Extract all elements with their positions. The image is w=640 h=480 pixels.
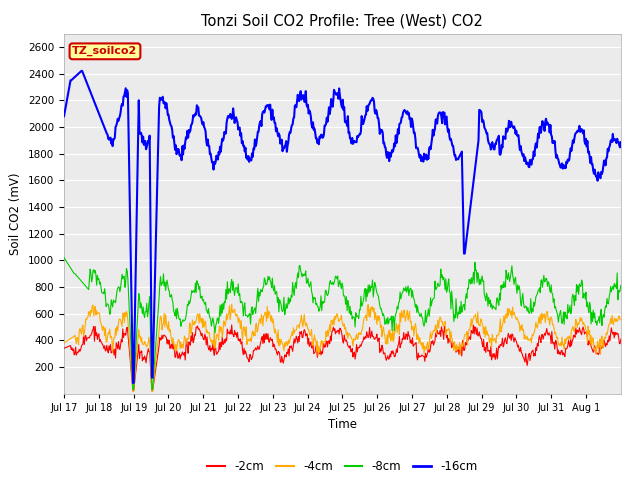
Text: TZ_soilco2: TZ_soilco2 bbox=[72, 46, 138, 57]
Legend: -2cm, -4cm, -8cm, -16cm: -2cm, -4cm, -8cm, -16cm bbox=[202, 455, 483, 478]
Y-axis label: Soil CO2 (mV): Soil CO2 (mV) bbox=[10, 172, 22, 255]
X-axis label: Time: Time bbox=[328, 418, 357, 431]
Title: Tonzi Soil CO2 Profile: Tree (West) CO2: Tonzi Soil CO2 Profile: Tree (West) CO2 bbox=[202, 13, 483, 28]
